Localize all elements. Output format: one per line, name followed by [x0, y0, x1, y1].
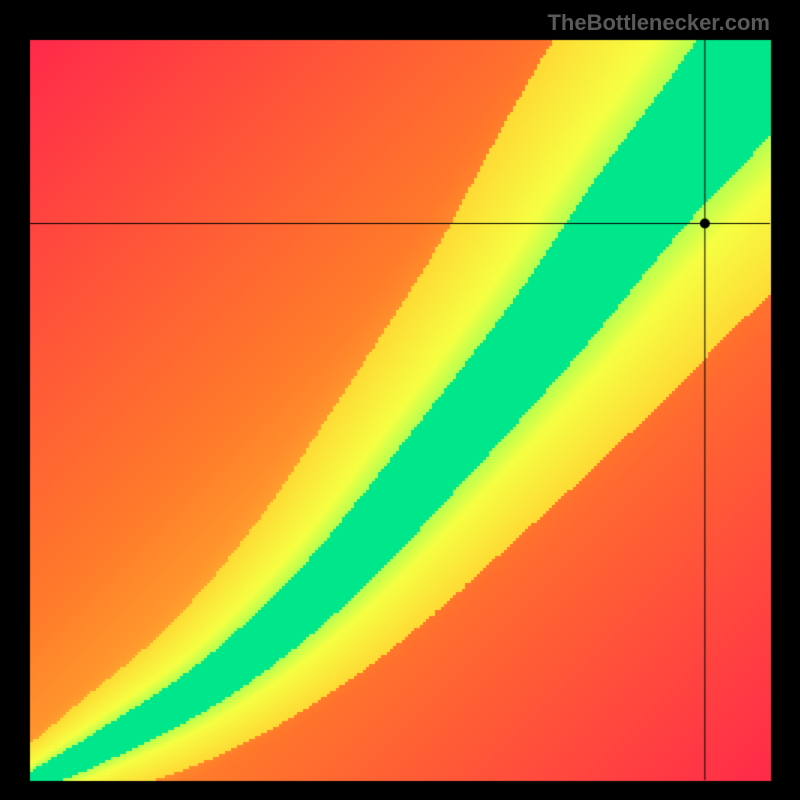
watermark-label: TheBottlenecker.com: [547, 10, 770, 36]
bottleneck-heatmap: [0, 0, 800, 800]
